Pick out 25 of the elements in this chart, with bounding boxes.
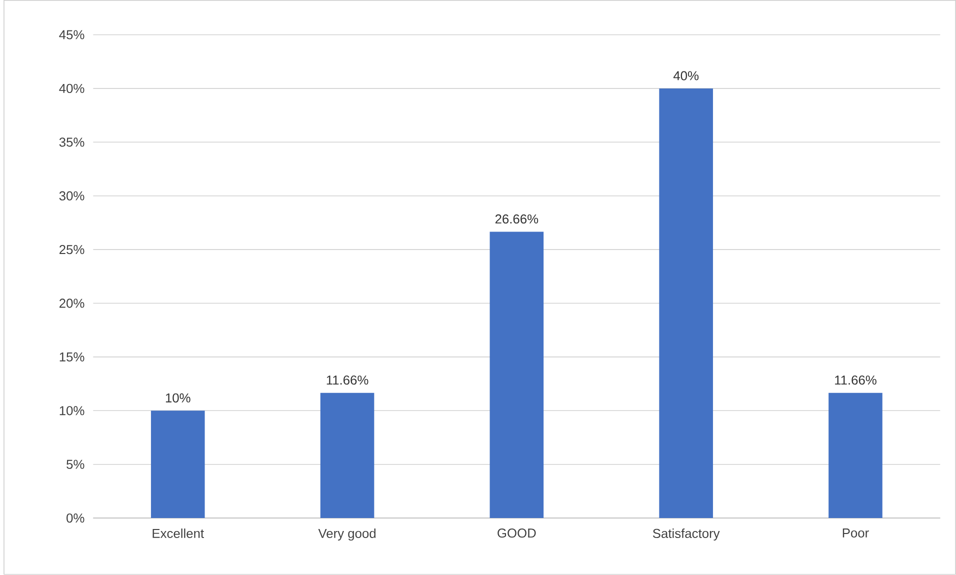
y-tick-label: 45% [59, 30, 84, 40]
y-tick-label: 35% [59, 138, 84, 147]
y-tick-label: 10% [60, 406, 84, 416]
x-tick-label: Poor [842, 528, 869, 538]
y-tick-label: 40% [59, 84, 84, 94]
y-tick-label: 5% [66, 460, 84, 470]
y-tick-label: 0% [66, 514, 84, 523]
x-tick-label: Satisfactory [652, 528, 720, 541]
x-tick-label: Very good [318, 528, 376, 541]
data-label: 11.66% [326, 376, 368, 385]
bar [659, 88, 713, 518]
x-tick-label: GOOD [498, 528, 536, 538]
y-tick-label: 30% [59, 191, 84, 201]
x-tick-label: Excellent [152, 528, 204, 538]
bar [828, 392, 882, 518]
data-label: 26.66% [495, 214, 538, 224]
y-tick-label: 15% [60, 352, 84, 362]
bar [490, 232, 544, 518]
y-tick-label: 20% [60, 298, 84, 308]
data-label: 10% [166, 393, 190, 403]
data-label: 11.66% [835, 376, 876, 385]
y-tick-label: 25% [60, 245, 84, 254]
bar [320, 392, 374, 518]
bar [150, 410, 205, 518]
data-label: 40% [673, 71, 699, 80]
